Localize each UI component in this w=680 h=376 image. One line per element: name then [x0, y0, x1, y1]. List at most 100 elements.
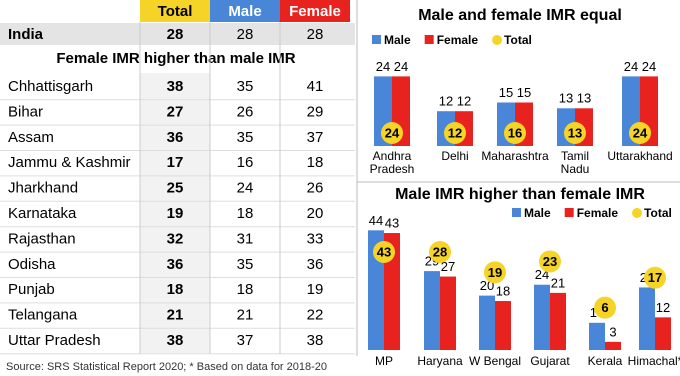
total-label: 23: [543, 254, 557, 269]
total-column-bg: [140, 73, 210, 353]
x-tick-label: MP: [375, 354, 393, 368]
legend-label: Total: [504, 33, 532, 47]
value-label: 15: [517, 85, 531, 100]
cell: 38: [167, 332, 184, 349]
x-tick-label: Uttarakhand: [607, 149, 672, 163]
cell: 26: [307, 180, 324, 197]
cell: 37: [307, 129, 324, 146]
total-marker: [594, 296, 616, 319]
header-cell: [210, 0, 280, 22]
total-label: 17: [648, 270, 662, 285]
chart-title: Male and female IMR equal: [418, 7, 622, 24]
row-name: India: [8, 26, 44, 43]
x-tick-label: W Bengal: [469, 354, 521, 368]
legend-swatch: [512, 208, 521, 217]
bar: [424, 271, 440, 350]
x-tick-label: Andhra Pradesh: [370, 149, 415, 176]
cell: 19: [167, 205, 184, 222]
legend-label: Male: [524, 206, 551, 220]
cell: 35: [237, 129, 254, 146]
row-name: Jharkhand: [8, 180, 78, 197]
column-header: Total: [158, 3, 193, 20]
total-label: 24: [633, 125, 648, 140]
column-header: Male: [228, 3, 261, 20]
header-cell: [280, 0, 350, 22]
legend-swatch: [424, 35, 434, 44]
cell: 22: [307, 307, 324, 324]
value-label: 24: [394, 59, 408, 74]
legend-label: Female: [577, 206, 619, 220]
bar: [384, 233, 400, 350]
x-tick-label: Maharashtra: [481, 149, 549, 163]
value-label: 44: [369, 213, 383, 228]
value-label: 13: [559, 91, 573, 106]
total-marker: [629, 122, 651, 144]
bar: [440, 276, 456, 350]
cell: 20: [307, 205, 324, 222]
row-name: Rajasthan: [8, 230, 76, 247]
cell: 17: [167, 154, 184, 171]
cell: 35: [237, 256, 254, 273]
x-tick-label: Tamil Nadu: [561, 149, 590, 176]
total-marker: [373, 241, 395, 263]
cell: 32: [167, 230, 184, 247]
cell: 36: [307, 256, 324, 273]
legend-label: Total: [644, 206, 672, 220]
value-label: 43: [385, 215, 399, 230]
row-name: Jammu & Kashmir: [8, 154, 131, 171]
cell: 29: [307, 103, 324, 120]
x-tick-label: Delhi: [441, 149, 468, 163]
cell: 27: [167, 103, 184, 120]
total-label: 13: [568, 125, 582, 140]
cell: 38: [307, 332, 324, 349]
chart-title: Male IMR higher than female IMR: [395, 186, 645, 203]
total-label: 19: [488, 265, 502, 280]
row-name: Punjab: [8, 281, 55, 298]
total-label: 28: [433, 244, 447, 259]
cell: 33: [307, 230, 324, 247]
cell: 28: [237, 26, 254, 43]
india-row-bg: [0, 23, 355, 45]
bar: [550, 292, 566, 350]
header-cell: [140, 0, 210, 22]
cell: 38: [167, 78, 184, 95]
bar: [605, 341, 621, 350]
bar: [479, 295, 495, 350]
x-tick-label: Gujarat: [530, 354, 570, 368]
cell: 21: [237, 307, 254, 324]
x-tick-label: Himachal*: [628, 354, 680, 368]
cell: 36: [167, 129, 184, 146]
total-label: 6: [601, 300, 608, 315]
cell: 26: [237, 103, 254, 120]
row-name: Assam: [8, 129, 54, 146]
cell: 18: [237, 205, 254, 222]
value-label: 12: [656, 300, 670, 315]
cell: 16: [237, 154, 254, 171]
total-marker: [429, 241, 451, 263]
cell: 41: [307, 78, 324, 95]
cell: 35: [237, 78, 254, 95]
total-label: 12: [448, 125, 462, 140]
total-marker: [381, 122, 403, 144]
row-name: Karnataka: [8, 205, 77, 222]
bar: [639, 287, 655, 350]
column-header: Female: [289, 3, 341, 20]
source-note: Source: SRS Statistical Report 2020; * B…: [6, 361, 327, 373]
total-label: 24: [385, 125, 400, 140]
section-title: Female IMR higher than male IMR: [56, 50, 295, 67]
value-label: 24: [376, 59, 390, 74]
value-label: 24: [642, 59, 656, 74]
row-name: Telangana: [8, 307, 78, 324]
value-label: 12: [439, 94, 453, 109]
cell: 19: [307, 281, 324, 298]
legend-label: Female: [437, 33, 479, 47]
legend-swatch: [492, 35, 503, 45]
row-name: Odisha: [8, 256, 56, 273]
legend-swatch: [372, 35, 381, 44]
x-tick-label: Kerala: [588, 354, 623, 368]
value-label: 24: [624, 59, 638, 74]
total-marker: [504, 122, 526, 144]
value-label: 15: [499, 85, 513, 100]
